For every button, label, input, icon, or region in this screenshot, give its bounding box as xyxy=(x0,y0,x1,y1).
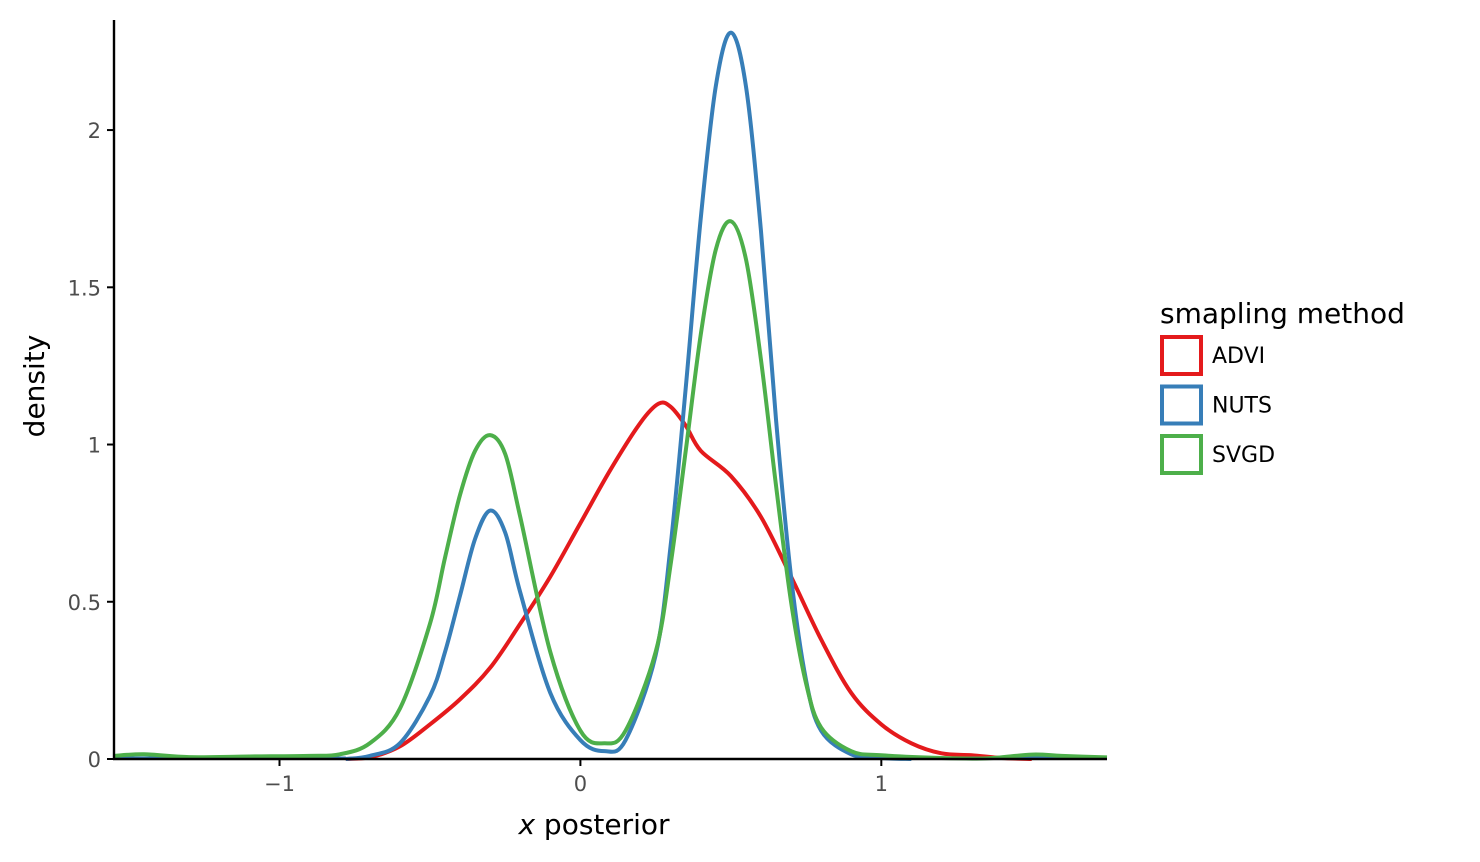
x-tick-label: 1 xyxy=(875,772,888,796)
series-line-advi xyxy=(345,400,1032,761)
x-axis-title-rest: posterior xyxy=(535,808,670,841)
y-axis-title: density xyxy=(18,335,51,438)
x-axis-title-var: x xyxy=(517,808,535,841)
x-tick-label: −1 xyxy=(264,772,295,796)
y-tick-label: 2 xyxy=(88,119,101,143)
y-axis-ticks: 0 0.5 1 1.5 2 xyxy=(68,119,114,772)
x-axis-ticks: −1 0 1 xyxy=(264,759,888,796)
legend: smapling method ADVI NUTS SVGD xyxy=(1160,297,1405,475)
series-line-svgd xyxy=(113,219,1108,761)
legend-label-advi: ADVI xyxy=(1212,344,1265,369)
series-line-nuts xyxy=(345,30,912,761)
x-tick-label: 0 xyxy=(574,772,587,796)
legend-key-nuts xyxy=(1160,384,1203,426)
legend-key-advi xyxy=(1160,335,1203,376)
x-axis-title: x posterior xyxy=(517,808,670,841)
y-tick-label: 1 xyxy=(88,434,101,458)
legend-label-nuts: NUTS xyxy=(1212,394,1272,419)
legend-label-svgd: SVGD xyxy=(1212,443,1275,468)
legend-title: smapling method xyxy=(1160,297,1405,330)
legend-key-svgd xyxy=(1160,434,1203,475)
y-tick-label: 1.5 xyxy=(68,276,101,300)
y-tick-label: 0.5 xyxy=(68,591,101,615)
series-lines xyxy=(113,30,1108,761)
y-tick-label: 0 xyxy=(88,748,101,772)
